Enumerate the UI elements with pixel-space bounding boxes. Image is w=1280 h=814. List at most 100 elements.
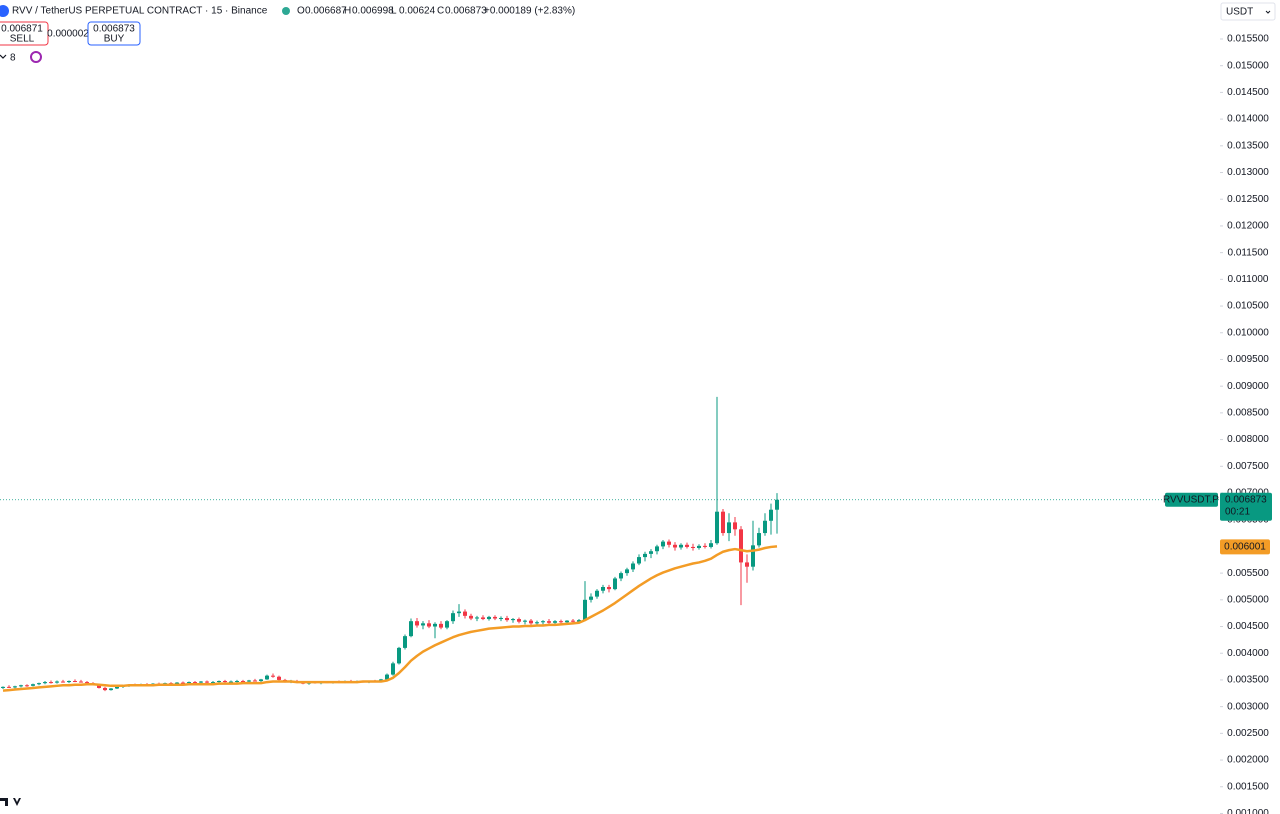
candle-body <box>385 674 389 680</box>
price-axis: 0.001000 0.001500 0.002000 0.002500 0.003000… <box>1163 34 1272 814</box>
buy-price: 0.006873 <box>93 24 135 35</box>
y-tick-label: 0.012000 <box>1227 221 1269 232</box>
candle-body <box>493 616 497 619</box>
candle-body <box>763 520 767 534</box>
symbol-tag <box>1165 492 1218 507</box>
candle-body <box>103 687 107 691</box>
buy-button[interactable] <box>87 21 141 46</box>
candle-body <box>715 511 719 544</box>
candle-body <box>199 681 203 683</box>
y-tick-label: 0.002000 <box>1227 755 1269 766</box>
candle-body <box>559 621 563 623</box>
sell-label: SELL <box>10 34 35 45</box>
y-tick-label: 0.012500 <box>1227 194 1269 205</box>
candle-body <box>517 619 521 622</box>
y-tick-label: 0.003000 <box>1227 701 1269 712</box>
ohlc-label: C <box>437 6 444 17</box>
candle-body <box>685 544 689 547</box>
candle-body <box>73 681 77 683</box>
currency-select[interactable] <box>1220 2 1276 21</box>
candle-body <box>391 663 395 675</box>
candle-body <box>61 681 65 683</box>
ohlc-value: 0.006687 <box>305 6 347 17</box>
countdown: 00:21 <box>1225 506 1250 517</box>
candle-body <box>739 529 743 563</box>
candle-body <box>667 541 671 545</box>
y-tick-label: 0.008000 <box>1227 434 1269 445</box>
candle-body <box>397 647 401 664</box>
candle-body <box>457 611 461 614</box>
ohlc-label: L <box>391 6 397 17</box>
last-price-tag <box>1220 492 1272 521</box>
symbol-icon <box>0 5 9 17</box>
y-tick-label: 0.010500 <box>1227 301 1269 312</box>
candle-body <box>211 682 215 684</box>
candle-body <box>607 586 611 590</box>
ohlc-label: H <box>344 6 351 17</box>
candle-body <box>277 676 281 680</box>
candle-body <box>601 586 605 591</box>
candle-body <box>403 636 407 648</box>
y-tick-label: 0.005500 <box>1227 568 1269 579</box>
candle-body <box>727 522 731 534</box>
candle-body <box>769 509 773 521</box>
candle-body <box>637 557 641 564</box>
candle-body <box>415 621 419 626</box>
candle-body <box>445 621 449 628</box>
collapse-icon[interactable] <box>0 54 7 59</box>
candle-body <box>1 686 5 688</box>
y-tick-label: 0.015000 <box>1227 60 1269 71</box>
candle-body <box>577 620 581 622</box>
y-tick-label: 0.011000 <box>1228 274 1269 285</box>
candle-body <box>43 682 47 684</box>
candle-body <box>649 551 653 554</box>
candle-body <box>703 545 707 547</box>
candle-body <box>541 621 545 623</box>
candle-body <box>421 623 425 626</box>
candle-body <box>229 681 233 683</box>
candle-body <box>235 681 239 683</box>
candle-body <box>643 553 647 558</box>
candle-body <box>19 685 23 687</box>
candle-body <box>409 621 413 637</box>
candle-body <box>661 541 665 547</box>
y-tick-label: 0.014000 <box>1227 114 1269 125</box>
candle-body <box>31 684 35 686</box>
y-tick-label: 0.009000 <box>1227 381 1269 392</box>
candle-body <box>463 611 467 616</box>
candle-body <box>757 533 761 546</box>
spread: 0.000002 <box>47 29 89 40</box>
candle-body <box>565 620 569 623</box>
candle-body <box>691 546 695 549</box>
candle-body <box>223 681 227 683</box>
candle-body <box>259 679 263 682</box>
candle-body <box>247 680 251 682</box>
ohlc-value: 0.006998 <box>352 6 394 17</box>
candle-body <box>469 615 473 619</box>
candle-body <box>529 620 533 624</box>
y-tick-label: 0.001000 <box>1227 808 1269 814</box>
currency: USDT <box>1226 7 1253 18</box>
candle-body <box>523 620 527 622</box>
candle-body <box>511 619 515 621</box>
ohlc-label: O <box>297 6 305 17</box>
candle-body <box>187 682 191 684</box>
sell-button[interactable] <box>0 21 49 46</box>
candle-body <box>175 682 179 684</box>
candle-body <box>775 499 779 510</box>
candle-body <box>475 617 479 619</box>
candle-body <box>439 623 443 628</box>
y-tick-label: 0.007500 <box>1227 461 1269 472</box>
currency-arrow <box>1265 10 1271 14</box>
candle-body <box>583 599 587 621</box>
candle-body <box>631 563 635 570</box>
candle-body <box>55 681 59 683</box>
indicator-icon[interactable] <box>30 51 42 63</box>
y-tick-label: 0.005000 <box>1227 594 1269 605</box>
candle-body <box>427 623 431 627</box>
candle-body <box>37 683 41 685</box>
candle-body <box>253 680 257 682</box>
y-tick-label: 0.015500 <box>1227 34 1269 45</box>
candle-body <box>553 621 557 623</box>
